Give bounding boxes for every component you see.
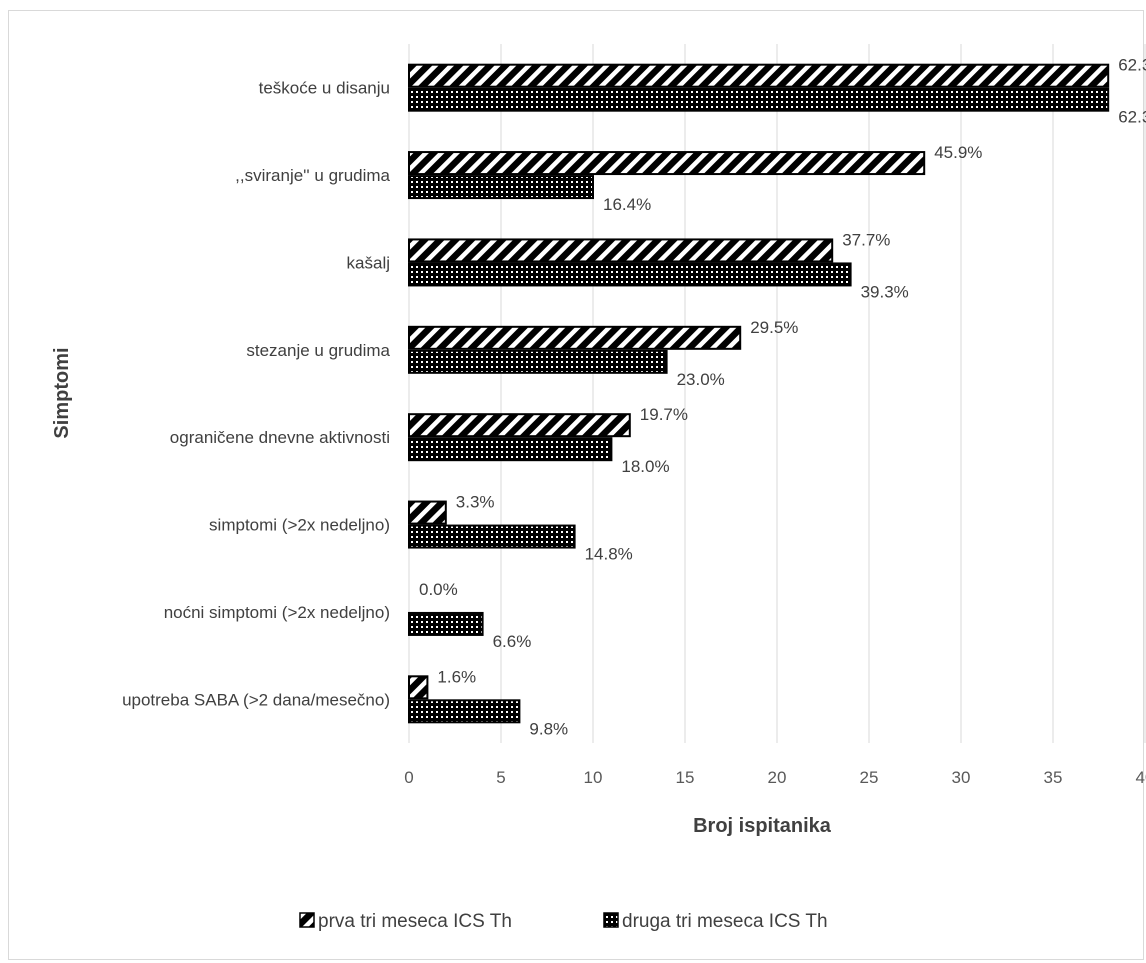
x-axis-title: Broj ispitanika (693, 815, 832, 837)
bar-series-2 (408, 611, 484, 636)
bar-series-2 (408, 437, 613, 462)
data-label-series-2: 9.8% (529, 719, 568, 738)
legend-label-series-2: druga tri meseca ICS Th (622, 911, 828, 932)
legend: prva tri meseca ICS Th druga tri meseca … (299, 911, 828, 932)
x-tick-label: 20 (768, 768, 787, 787)
bar-series-2 (408, 175, 594, 200)
x-tick-labels: 0 5 10 15 20 25 30 35 40 (404, 768, 1146, 787)
data-label-series-1: 37.7% (842, 230, 890, 249)
data-labels: 62.3% 62.3% 45.9% 16.4% 37.7% 39.3% 29.5% 23.0%… (419, 56, 1146, 739)
data-label-series-2: 18.0% (621, 457, 669, 476)
data-label-series-2: 62.3% (1118, 108, 1146, 127)
category-label: ograničene dnevne aktivnosti (170, 428, 390, 447)
data-label-series-1: 19.7% (640, 405, 688, 424)
category-label: teškoće u disanju (259, 79, 390, 98)
data-label-series-2: 14.8% (585, 545, 633, 564)
data-label-series-1: 29.5% (750, 318, 798, 337)
y-axis-title: Simptomi (51, 347, 73, 438)
category-label: simptomi (>2x nedeljno) (209, 516, 390, 535)
legend-item-series-1: prva tri meseca ICS Th (299, 911, 512, 932)
bar-series-1 (408, 675, 429, 700)
legend-swatch-series-2 (603, 912, 619, 928)
x-tick-label: 40 (1136, 768, 1146, 787)
category-label: stezanje u grudima (246, 341, 390, 360)
legend-label-series-1: prva tri meseca ICS Th (318, 911, 512, 932)
bar-series-2 (408, 87, 1110, 112)
bar-series-1 (408, 413, 631, 438)
bars (408, 63, 1110, 724)
bar-series-1 (408, 63, 1110, 88)
bar-series-2 (408, 524, 576, 549)
x-tick-label: 5 (496, 768, 505, 787)
category-label: noćni simptomi (>2x nedeljno) (164, 603, 390, 622)
x-tick-label: 30 (952, 768, 971, 787)
data-label-series-1: 3.3% (456, 493, 495, 512)
bar-series-1 (408, 325, 742, 350)
data-label-series-1: 0.0% (419, 580, 458, 599)
x-tick-label: 25 (860, 768, 879, 787)
category-label: kašalj (347, 253, 390, 272)
data-label-series-2: 6.6% (493, 632, 532, 651)
bar-series-2 (408, 349, 668, 374)
data-label-series-1: 1.6% (437, 667, 476, 686)
data-label-series-1: 45.9% (934, 143, 982, 162)
category-label: upotreba SABA (>2 dana/mesečno) (122, 690, 390, 709)
bar-series-2 (408, 699, 521, 724)
x-tick-label: 0 (404, 768, 413, 787)
bar-series-1 (408, 151, 926, 176)
legend-item-series-2: druga tri meseca ICS Th (603, 911, 828, 932)
data-label-series-2: 39.3% (861, 282, 909, 301)
bar-series-1 (408, 238, 834, 263)
x-tick-label: 15 (676, 768, 695, 787)
category-labels: teškoće u disanju ,,sviranje'' u grudima k… (122, 79, 390, 710)
data-label-series-1: 62.3% (1118, 56, 1146, 75)
bar-series-1 (408, 500, 447, 525)
bar-series-2 (408, 262, 852, 287)
data-label-series-2: 16.4% (603, 195, 651, 214)
data-label-series-2: 23.0% (677, 370, 725, 389)
legend-swatch-series-1 (299, 912, 315, 928)
category-label: ,,sviranje'' u grudima (235, 166, 390, 185)
x-tick-label: 10 (584, 768, 603, 787)
x-tick-label: 35 (1044, 768, 1063, 787)
